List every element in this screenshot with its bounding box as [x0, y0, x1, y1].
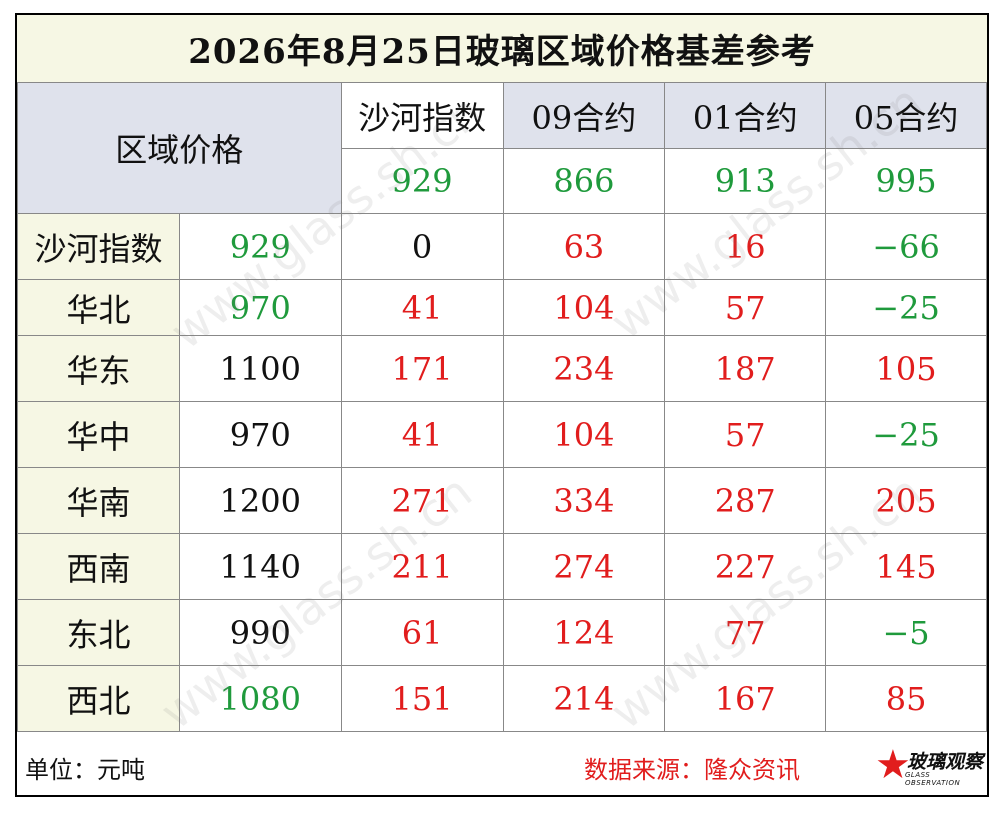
basis-cell: 16	[664, 213, 827, 280]
basis-cell: 187	[664, 335, 827, 402]
basis-cell: 287	[664, 467, 827, 534]
logo-text-en: GLASS OBSERVATION	[905, 771, 961, 787]
basis-cell: 205	[825, 467, 987, 534]
table-row: 华南 1200 271 334 287 205	[17, 467, 987, 534]
basis-cell: −25	[825, 401, 987, 468]
row-price: 970	[178, 401, 342, 468]
table-row: 华中 970 41 104 57 −25	[17, 401, 987, 468]
row-price: 970	[178, 279, 342, 336]
column-value-shahe: 929	[340, 148, 504, 214]
basis-cell: 104	[502, 279, 666, 336]
basis-cell: 214	[502, 665, 666, 732]
unit-note: 单位：元吨	[25, 756, 145, 784]
basis-cell: 171	[340, 335, 504, 402]
column-value-05: 995	[825, 148, 987, 214]
basis-cell: 41	[340, 401, 504, 468]
row-label: 华东	[17, 335, 180, 402]
basis-cell: 234	[502, 335, 666, 402]
basis-cell: 124	[502, 599, 666, 666]
table-row: 华北 970 41 104 57 −25	[17, 279, 987, 336]
basis-cell: 57	[664, 279, 827, 336]
row-price: 990	[178, 599, 342, 666]
basis-cell: 334	[502, 467, 666, 534]
row-label: 沙河指数	[17, 213, 180, 280]
basis-cell: −25	[825, 279, 987, 336]
basis-cell: 0	[340, 213, 504, 280]
row-price: 1100	[178, 335, 342, 402]
row-price: 929	[178, 213, 342, 280]
footer: 单位：元吨 数据来源：隆众资讯 ★ 玻璃观察 GLASS OBSERVATION	[17, 733, 987, 795]
basis-cell: 271	[340, 467, 504, 534]
star-icon: ★	[875, 742, 911, 788]
basis-cell: 145	[825, 533, 987, 600]
column-value-01: 913	[664, 148, 827, 214]
basis-cell: 105	[825, 335, 987, 402]
brand-logo: ★ 玻璃观察 GLASS OBSERVATION	[875, 743, 985, 787]
column-header-01: 01合约	[664, 82, 827, 149]
basis-cell: 41	[340, 279, 504, 336]
row-label: 华北	[17, 279, 180, 336]
basis-cell: 85	[825, 665, 987, 732]
column-header-05: 05合约	[825, 82, 987, 149]
table-row: 沙河指数 929 0 63 16 −66	[17, 213, 987, 280]
column-value-09: 866	[502, 148, 666, 214]
table-row: 东北 990 61 124 77 −5	[17, 599, 987, 666]
basis-cell: −66	[825, 213, 987, 280]
row-price: 1080	[178, 665, 342, 732]
basis-table-frame: 2026年8月25日玻璃区域价格基差参考 区域价格 沙河指数 09合约 01合约…	[15, 13, 989, 797]
basis-cell: 274	[502, 533, 666, 600]
table-row: 西北 1080 151 214 167 85	[17, 665, 987, 732]
basis-cell: 211	[340, 533, 504, 600]
row-price: 1140	[178, 533, 342, 600]
column-header-shahe: 沙河指数	[340, 82, 504, 149]
row-price: 1200	[178, 467, 342, 534]
basis-cell: 151	[340, 665, 504, 732]
data-source: 数据来源：隆众资讯	[584, 756, 800, 784]
row-label: 西南	[17, 533, 180, 600]
row-label: 东北	[17, 599, 180, 666]
basis-cell: 104	[502, 401, 666, 468]
row-label: 西北	[17, 665, 180, 732]
basis-cell: 77	[664, 599, 827, 666]
row-label: 华中	[17, 401, 180, 468]
logo-text-cn: 玻璃观察	[907, 751, 984, 773]
basis-cell: 227	[664, 533, 827, 600]
basis-cell: −5	[825, 599, 987, 666]
row-label: 华南	[17, 467, 180, 534]
page-title: 2026年8月25日玻璃区域价格基差参考	[17, 15, 987, 83]
column-header-09: 09合约	[502, 82, 666, 149]
basis-cell: 63	[502, 213, 666, 280]
table-row: 华东 1100 171 234 187 105	[17, 335, 987, 402]
basis-cell: 57	[664, 401, 827, 468]
basis-table: 区域价格 沙河指数 09合约 01合约 05合约 929 866 913 995…	[17, 82, 987, 732]
basis-cell: 61	[340, 599, 504, 666]
corner-header: 区域价格	[17, 82, 342, 214]
basis-cell: 167	[664, 665, 827, 732]
table-row: 西南 1140 211 274 227 145	[17, 533, 987, 600]
